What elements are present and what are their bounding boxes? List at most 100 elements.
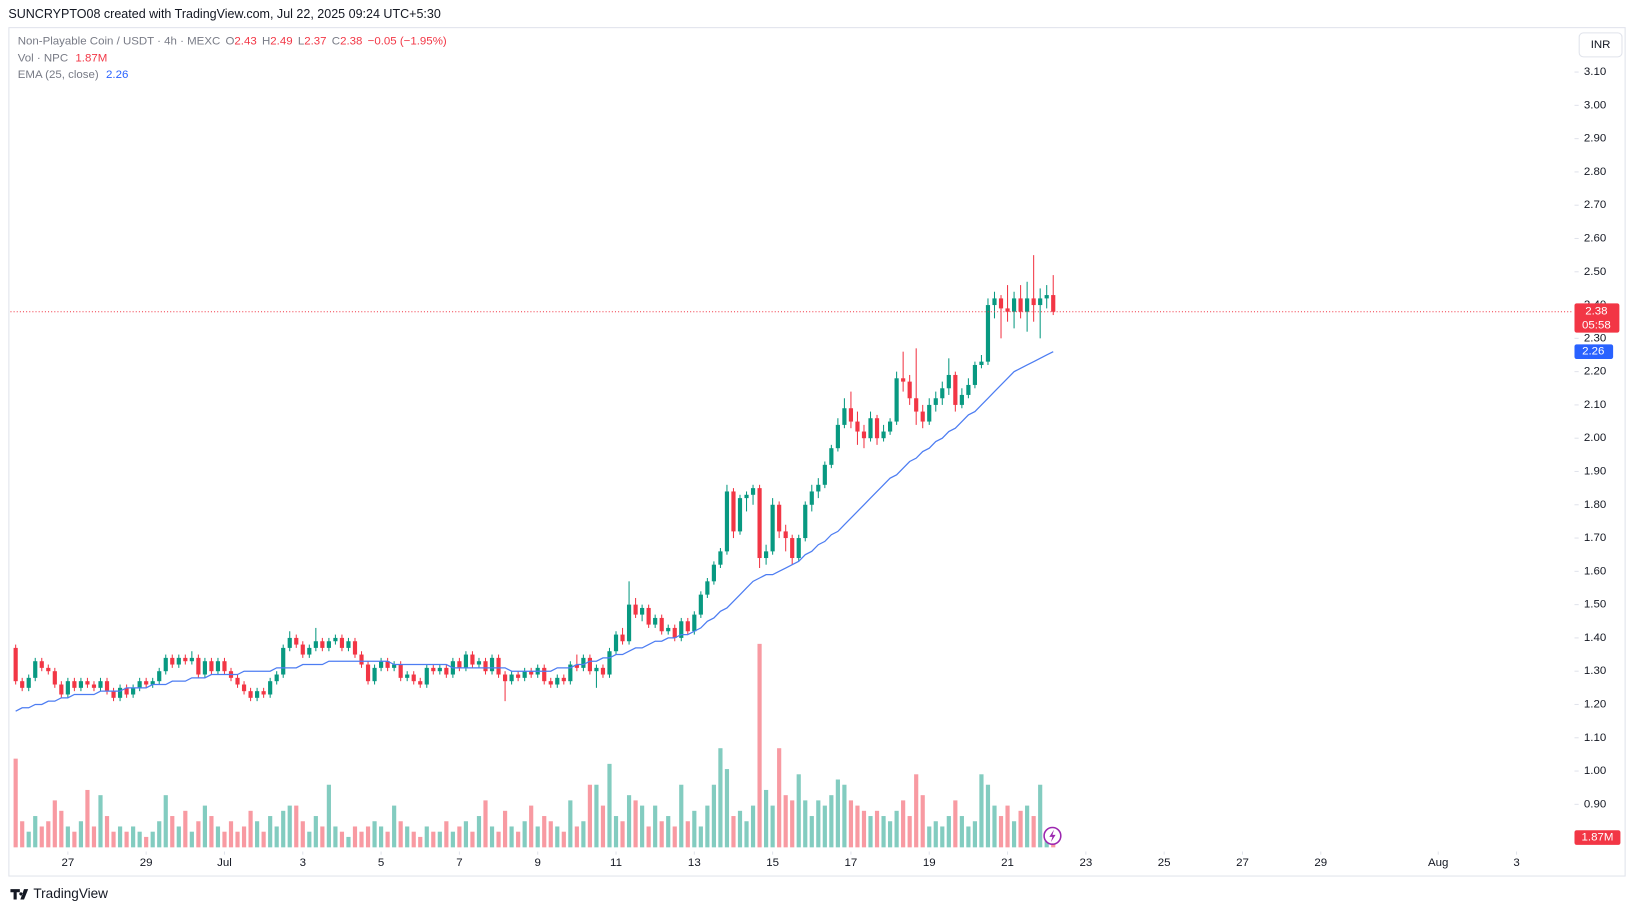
volume-badge-label: 1.87M — [1582, 832, 1614, 844]
candle-body — [268, 681, 273, 695]
volume-bar — [131, 826, 136, 848]
candle-body — [215, 661, 221, 672]
volume-bar — [561, 831, 566, 848]
y-tick-label: 2.60 — [1584, 233, 1606, 245]
y-tick-label: 1.80 — [1584, 499, 1606, 511]
legend-close: 2.38 — [340, 36, 362, 48]
volume-bar — [274, 826, 279, 848]
volume-bar — [150, 831, 155, 848]
candle-body — [470, 654, 475, 665]
volume-bar — [685, 821, 690, 848]
candle-body — [352, 641, 358, 655]
candle-body — [679, 621, 684, 638]
volume-bar — [111, 831, 116, 848]
candle-body — [607, 651, 612, 675]
candle-body — [39, 661, 44, 668]
volume-bar — [790, 800, 795, 848]
candle-body — [548, 681, 553, 685]
legend-letter: L — [298, 36, 304, 48]
volume-bar — [476, 816, 482, 848]
candle-body — [522, 671, 527, 678]
y-tick-label: 1.70 — [1584, 532, 1606, 544]
volume-bar — [959, 816, 964, 848]
volume-bar — [202, 805, 207, 848]
volume-bar — [352, 826, 358, 848]
candle-body — [379, 661, 384, 668]
candle-body — [91, 684, 97, 688]
candle-body — [901, 378, 906, 382]
candle-body — [979, 361, 984, 365]
volume-bar — [307, 831, 312, 848]
volume-bar — [705, 805, 710, 848]
volume-bar — [33, 816, 38, 848]
x-tick-label: 13 — [688, 857, 701, 869]
volume-bar — [444, 821, 449, 848]
candle-body — [274, 674, 279, 682]
candle-body — [261, 691, 266, 695]
volume-bar — [568, 800, 573, 848]
candle-body — [581, 657, 586, 668]
candle-body — [183, 657, 188, 662]
currency-button[interactable] — [1578, 32, 1623, 58]
candle-body — [959, 394, 964, 405]
currency-label[interactable]: INR — [1591, 39, 1611, 51]
brand-name: TradingView — [33, 886, 108, 901]
volume-bar — [91, 826, 97, 848]
x-tick-label: 3 — [1513, 857, 1519, 869]
volume-bar — [248, 810, 253, 848]
candle-body — [516, 674, 521, 678]
y-tick-label: 1.50 — [1584, 599, 1606, 611]
volume-bar — [796, 774, 801, 848]
volume-bar — [809, 816, 814, 848]
legend-low: 2.37 — [304, 36, 326, 48]
volume-bar — [418, 836, 423, 848]
volume-bar — [933, 821, 938, 848]
volume-bar — [887, 821, 893, 848]
candle-body — [1031, 298, 1036, 306]
volume-bar — [39, 826, 44, 848]
candle-body — [933, 398, 938, 405]
candle-body — [176, 657, 181, 665]
candle-body — [476, 661, 482, 665]
candle-body — [170, 657, 175, 665]
volume-bar — [750, 805, 756, 848]
volume-bar — [313, 816, 318, 848]
volume-bar — [542, 816, 547, 848]
volume-bar — [489, 826, 495, 848]
volume-bar — [555, 826, 560, 848]
y-tick-label: 1.30 — [1584, 665, 1606, 677]
volume-bar — [848, 800, 854, 848]
candle-body — [672, 627, 677, 638]
candle-body — [313, 641, 318, 648]
candle-body — [255, 691, 260, 698]
candle-body — [705, 581, 710, 595]
icon-bolt[interactable] — [1049, 829, 1056, 843]
candle-body — [431, 667, 436, 672]
candle-body — [72, 681, 77, 688]
volume-bar — [137, 831, 142, 848]
volume-bar — [600, 805, 606, 848]
x-tick-label: 25 — [1158, 857, 1171, 869]
volume-bar — [764, 789, 769, 848]
volume-bar — [255, 821, 260, 848]
candle-body — [235, 677, 240, 685]
candle-body — [1051, 295, 1056, 312]
volume-bar — [783, 795, 788, 848]
candle-body — [157, 671, 162, 682]
volume-bar — [607, 763, 612, 848]
volume-bar — [72, 831, 77, 848]
volume-bar — [457, 826, 462, 848]
volume-bar — [483, 800, 488, 848]
volume-bar — [431, 831, 436, 848]
volume-bar — [144, 836, 149, 848]
candle-body — [659, 617, 664, 632]
candle-body — [626, 604, 632, 642]
candle-body — [809, 491, 814, 505]
volume-bar — [496, 831, 501, 848]
x-tick-label: 29 — [1314, 857, 1327, 869]
candle-body — [653, 617, 658, 625]
lightning-icon[interactable] — [1043, 826, 1062, 845]
candle-body — [85, 681, 90, 685]
brand-logo — [10, 889, 29, 900]
